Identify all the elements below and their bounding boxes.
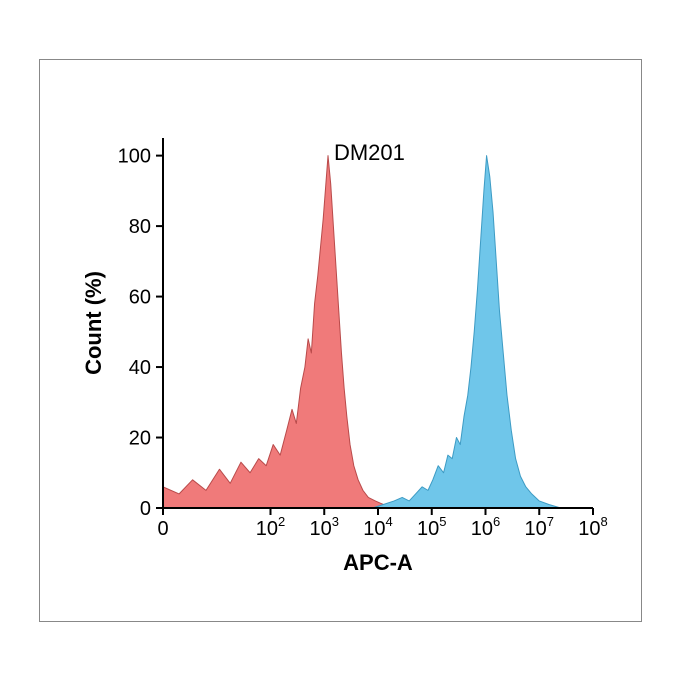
y-tick-label: 60 bbox=[128, 286, 150, 308]
chart-annotation: DM201 bbox=[333, 140, 404, 165]
series-control bbox=[163, 155, 394, 507]
y-tick-label: 100 bbox=[117, 145, 150, 167]
x-tick-label: 0 bbox=[157, 518, 168, 540]
series-sample bbox=[372, 155, 560, 507]
x-tick-label: 108 bbox=[578, 514, 607, 540]
y-axis-label: Count (%) bbox=[81, 271, 106, 375]
y-tick-label: 40 bbox=[128, 357, 150, 379]
x-axis-label: APC-A bbox=[343, 550, 413, 575]
y-tick-label: 0 bbox=[139, 498, 150, 520]
chart-frame: 0 20 40 60 80 100 0 102 103 104 105 106 107 108 APC-A C… bbox=[39, 59, 642, 622]
chart-svg: 0 20 40 60 80 100 0 102 103 104 105 106 107 108 APC-A C… bbox=[68, 88, 613, 593]
series-control-area bbox=[163, 155, 394, 507]
x-tick-label: 106 bbox=[470, 514, 499, 540]
y-tick-label: 20 bbox=[128, 427, 150, 449]
axes bbox=[163, 138, 593, 508]
x-tick-label: 102 bbox=[255, 514, 284, 540]
x-tick-label: 105 bbox=[417, 514, 446, 540]
x-tick-label: 107 bbox=[524, 514, 553, 540]
page-container: 0 20 40 60 80 100 0 102 103 104 105 106 107 108 APC-A C… bbox=[0, 0, 680, 680]
x-tick-label: 103 bbox=[309, 514, 338, 540]
series-sample-area bbox=[372, 155, 560, 507]
y-tick-label: 80 bbox=[128, 216, 150, 238]
x-tick-label: 104 bbox=[363, 514, 392, 540]
flow-histogram-chart: 0 20 40 60 80 100 0 102 103 104 105 106 107 108 APC-A C… bbox=[68, 88, 613, 593]
